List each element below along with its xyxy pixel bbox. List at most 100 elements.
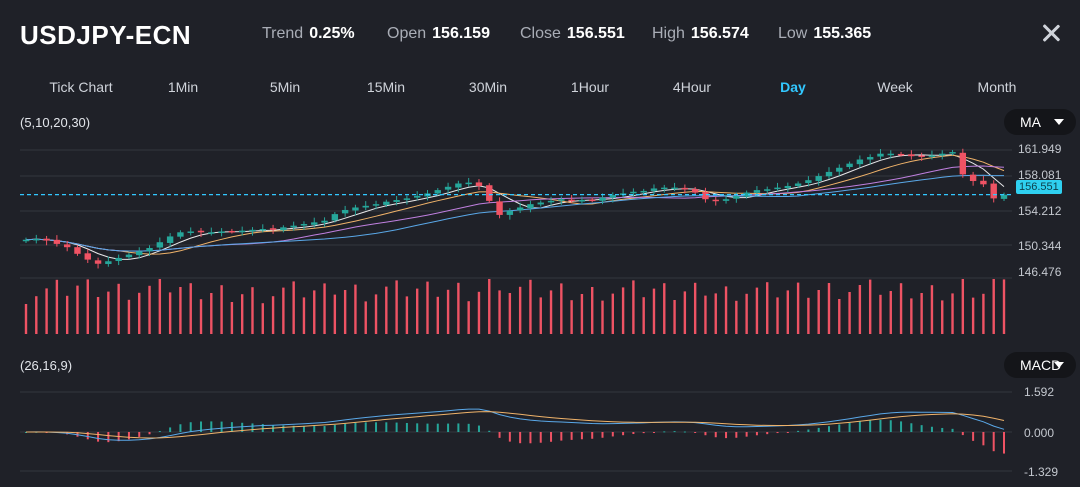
stat-open-label: Open <box>387 25 427 42</box>
chevron-down-icon <box>1054 119 1064 125</box>
macd-hist-bar <box>375 422 378 432</box>
macd-hist-bar <box>426 423 429 432</box>
macd-params: (26,16,9) <box>20 358 73 373</box>
candle-body <box>63 244 71 248</box>
macd-hist-bar <box>735 432 738 438</box>
candle-body <box>980 180 987 185</box>
macd-indicator-dropdown[interactable]: MACD <box>1004 352 1076 378</box>
candle-body <box>681 187 689 190</box>
candle-body <box>43 238 50 241</box>
volume-bar <box>621 287 625 334</box>
macd-hist-bar <box>930 426 933 432</box>
tab-1hour[interactable]: 1Hour <box>570 79 610 95</box>
volume-bar <box>385 286 388 334</box>
macd-hist-bar <box>848 422 851 432</box>
price-tick: 158.081 <box>1018 168 1062 182</box>
volume-bar <box>941 300 944 334</box>
macd-hist-bar <box>354 422 357 432</box>
volume-bar <box>601 300 604 334</box>
price-tick: 150.344 <box>1018 239 1062 253</box>
macd-hist-bar <box>694 432 697 433</box>
candle-body <box>228 230 236 233</box>
candle-body <box>630 191 637 194</box>
candle-body <box>136 251 143 256</box>
macd-hist-bar <box>477 425 480 432</box>
candle-body <box>269 228 277 230</box>
stat-trend-label: Trend <box>262 25 304 42</box>
macd-hist-bar <box>755 432 758 436</box>
macd-hist-bar <box>683 431 686 433</box>
ma-indicator-dropdown[interactable]: MA <box>1004 109 1076 135</box>
volume-bar <box>632 280 635 334</box>
candle-body <box>444 186 452 190</box>
macd-dea-line <box>26 411 1005 439</box>
tab-30min[interactable]: 30Min <box>468 79 508 95</box>
volume-bar <box>488 279 491 334</box>
volume-bar <box>961 279 965 334</box>
volume-bar <box>282 287 285 334</box>
volume-bar <box>426 281 429 334</box>
volume-bar <box>302 297 306 334</box>
tab-month[interactable]: Month <box>977 79 1017 95</box>
macd-hist-bar <box>405 422 408 432</box>
candle-body <box>372 204 380 206</box>
volume-bar <box>364 301 367 334</box>
macd-hist-bar <box>457 423 460 432</box>
candle-body <box>671 187 678 190</box>
volume-bar <box>138 292 141 334</box>
volume-bar <box>652 288 656 334</box>
stat-low: Low 155.365 <box>778 25 871 43</box>
current-price-tag: 156.551 <box>1016 180 1062 194</box>
volume-bar <box>158 279 162 334</box>
candle-body <box>331 214 339 221</box>
macd-hist-bar <box>879 419 882 432</box>
candle-body <box>939 153 946 156</box>
macd-tick: -1.329 <box>1024 465 1059 479</box>
tab-5min[interactable]: 5Min <box>269 79 301 95</box>
macd-hist-bar <box>900 421 903 432</box>
volume-bar <box>951 293 954 334</box>
macd-hist-bar <box>416 423 419 432</box>
ma-indicator-label: MA <box>1020 114 1041 130</box>
candle-body <box>722 199 730 201</box>
candle-body <box>743 192 750 197</box>
volume-bar <box>354 284 357 334</box>
ma-params: (5,10,20,30) <box>20 115 91 130</box>
tab-day[interactable]: Day <box>780 79 806 95</box>
volume-bar <box>240 294 244 334</box>
volume-bar <box>838 299 841 334</box>
macd-hist-bar <box>344 423 347 432</box>
volume-bar <box>405 296 409 334</box>
candle-body <box>177 232 184 237</box>
candle-body <box>589 199 596 202</box>
tab-4hour[interactable]: 4Hour <box>672 79 712 95</box>
volume-bar <box>313 290 316 334</box>
macd-hist-bar <box>827 426 830 432</box>
volume-bar <box>735 300 738 334</box>
candle-body <box>733 195 740 199</box>
macd-hist-bar <box>97 432 100 442</box>
candle-body <box>846 163 853 168</box>
candle-body <box>197 230 205 233</box>
candle-body <box>784 185 792 189</box>
candle-body <box>218 231 225 233</box>
volume-bar <box>271 296 275 334</box>
macd-dif-line <box>25 408 1005 441</box>
macd-hist-bar <box>467 423 470 432</box>
volume-bar <box>683 291 687 334</box>
macd-hist-bar <box>220 421 223 432</box>
tab-15min[interactable]: 15Min <box>366 79 406 95</box>
macd-hist-bar <box>745 432 748 437</box>
tab-tick-chart[interactable]: Tick Chart <box>49 79 113 95</box>
candle-body <box>836 167 843 172</box>
candle-body <box>496 201 503 215</box>
macd-hist-bar <box>107 432 110 443</box>
volume-bar <box>436 296 439 334</box>
macd-hist-bar <box>498 432 501 438</box>
volume-bar <box>714 293 717 334</box>
tab-week[interactable]: Week <box>877 79 913 95</box>
tab-1min[interactable]: 1Min <box>167 79 199 95</box>
macd-hist-bar <box>910 423 913 432</box>
macd-plot <box>25 408 1005 454</box>
